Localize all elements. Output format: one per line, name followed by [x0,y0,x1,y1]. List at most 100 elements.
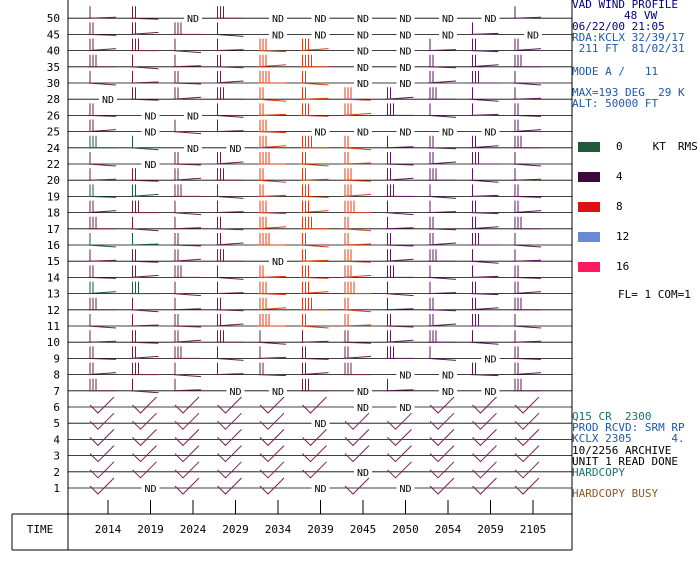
wind-barb [512,82,542,86]
no-data-bg [311,12,330,23]
wind-barb [470,341,499,345]
wind-barb [172,131,202,135]
altitude-label: 35 [47,61,60,74]
no-data-labels: ND ND ND ND ND ND ND ND ND ND ND ND ND ND ND ND ND ND ND ND… [99,12,542,495]
wind-barb [385,293,414,297]
no-data-bg [439,28,457,39]
wind-barb [514,429,540,447]
wind-barb [300,340,329,343]
wind-barb [512,357,542,360]
wind-barb [470,275,499,278]
altitude-label: 20 [47,174,60,187]
altitude-label: 18 [47,207,60,220]
no-data-bg [269,12,287,23]
altitude-label: 26 [47,109,60,122]
no-data-label: ND [357,30,369,41]
no-data-bg [439,384,457,395]
wind-barb [470,113,499,116]
wind-barb [300,195,329,198]
wind-barb [302,461,327,479]
wind-barb [300,82,329,86]
wind-barb [259,461,285,479]
wind-barb [130,309,159,313]
time-label: 2024 [180,523,207,536]
no-data-bg [354,77,372,87]
wind-barb [215,309,244,312]
wind-barb [89,445,115,463]
wind-barb [172,374,202,378]
no-data-bg [354,12,372,23]
no-data-label: ND [399,63,411,74]
wind-barb [300,325,329,329]
no-data-label: ND [272,14,284,25]
wind-barb [514,412,540,430]
wind-barb [302,445,327,463]
legend-swatch-3 [578,232,600,242]
legend-swatch-0 [578,142,600,152]
altitude-label: 16 [47,239,60,252]
time-label: 2019 [137,523,164,536]
wind-barb [87,82,117,86]
wind-barb [514,477,540,495]
no-data-label: ND [144,111,156,122]
wind-barb [385,244,414,247]
no-data-bg [354,401,372,411]
wind-barb [427,309,457,312]
wind-barb [130,243,159,246]
max-wind: MAX=193 DEG 29 K [572,86,685,99]
wind-barb [89,461,115,479]
wind-barb [130,324,159,327]
no-data-label: ND [484,387,496,398]
wind-barb [342,179,372,182]
wind-barb [257,374,287,377]
no-data-label: ND [229,387,241,398]
wind-barb [344,445,370,463]
altitude-label: 10 [47,336,60,349]
altitude-label: 6 [53,401,60,414]
no-data-bg [396,77,415,87]
wind-barb [300,357,329,360]
wind-barb [215,66,244,69]
altitude-axis: 1234567891011121314151617181920222425262… [47,12,61,495]
no-data-label: ND [314,128,326,139]
no-data-label: ND [357,79,369,90]
time-label: 2105 [520,523,547,536]
wind-barb [172,244,202,247]
no-data-label: ND [357,47,369,58]
no-data-label: ND [144,160,156,171]
wind-barb [87,244,117,248]
hardcopy-button[interactable]: HARDCOPY [572,466,625,479]
wind-barb [217,412,242,430]
legend-swatch-4 [578,262,600,272]
wind-barb [385,146,414,149]
wind-barb [387,429,412,447]
wind-barb [174,461,200,479]
time-label: 2050 [392,523,419,536]
no-data-bg [141,482,160,492]
max-altitude: ALT: 50000 FT [572,97,659,110]
wind-barb [300,276,329,279]
info-panel: VAD WIND PROFILE 48 VW 06/22/00 21:05 RD… [572,0,700,565]
wind-barb [427,292,457,295]
wind-barb [387,461,412,479]
no-data-bg [269,28,287,39]
wind-barb [215,211,244,214]
wind-barb [87,33,117,36]
wind-barb [470,260,499,264]
fl-com-status: FL= 1 COM=1 [618,288,691,301]
time-axis: 2014 2019 2024 2029 2034 2039 2045 2050 2054 2059… [95,500,547,536]
legend-swatch-2 [578,202,600,212]
no-data-bg [396,482,415,492]
no-data-bg [354,125,372,136]
wind-barb [512,325,542,329]
altitude-label: 12 [47,304,60,317]
no-data-bg [99,93,117,104]
altitude-label: 4 [53,433,60,446]
wind-barb [472,429,497,447]
legend-label-1: 4 [616,170,623,183]
no-data-label: ND [314,30,326,41]
altitude-label: 13 [47,288,60,301]
no-data-bg [481,384,500,395]
wind-barb [342,228,372,232]
